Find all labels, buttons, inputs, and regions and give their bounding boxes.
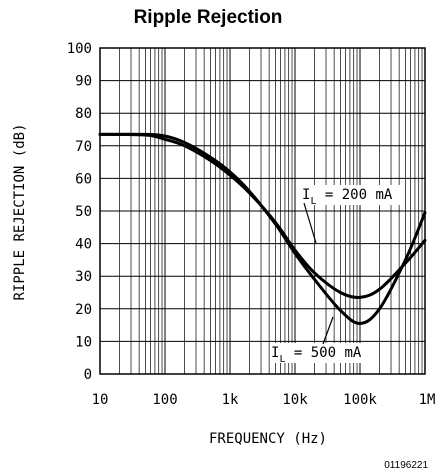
figure-id: 01196221 bbox=[384, 460, 428, 471]
x-tick-label: 10 bbox=[92, 392, 109, 408]
series-label-500ma-leader bbox=[322, 316, 334, 345]
series-label-500ma-bg bbox=[270, 343, 370, 363]
series-label-200ma-leader bbox=[303, 202, 317, 244]
y-tick-label: 30 bbox=[75, 269, 92, 285]
y-tick-label: 40 bbox=[75, 237, 92, 253]
series-label-500ma-text: IL = 500 mA bbox=[271, 345, 362, 365]
series-label-200ma-bg bbox=[301, 185, 401, 205]
series-label-200ma: IL = 200 mA bbox=[301, 185, 401, 244]
grid bbox=[99, 47, 425, 375]
plot-frame bbox=[99, 47, 426, 375]
x-tick-label: 100k bbox=[343, 392, 377, 408]
series-label-200ma-text: IL = 200 mA bbox=[302, 187, 393, 207]
x-tick-labels: 10 100 1k 10k 100k 1M bbox=[92, 392, 435, 408]
y-tick-label: 0 bbox=[84, 367, 92, 383]
series-label-500ma: IL = 500 mA bbox=[270, 316, 370, 365]
x-tick-label: 1M bbox=[419, 392, 435, 408]
y-tick-label: 50 bbox=[75, 204, 92, 220]
x-tick-label: 1k bbox=[222, 392, 239, 408]
series-line-500ma bbox=[98, 132, 427, 325]
y-tick-label: 60 bbox=[75, 171, 92, 187]
y-tick-label: 90 bbox=[75, 74, 92, 90]
curves bbox=[98, 132, 427, 325]
series-line-200ma bbox=[98, 132, 427, 300]
x-tick-label: 100 bbox=[152, 392, 177, 408]
x-axis-label: FREQUENCY (Hz) bbox=[209, 431, 327, 447]
y-tick-label: 20 bbox=[75, 302, 92, 318]
x-tick-label: 10k bbox=[282, 392, 308, 408]
y-axis-label: RIPPLE REJECTION (dB) bbox=[12, 123, 28, 300]
y-tick-label: 100 bbox=[67, 41, 92, 57]
y-tick-label: 10 bbox=[75, 334, 92, 350]
y-tick-label: 70 bbox=[75, 139, 92, 155]
y-tick-label: 80 bbox=[75, 106, 92, 122]
chart-title: Ripple Rejection bbox=[134, 7, 283, 28]
y-tick-labels: 0 10 20 30 40 50 60 70 80 90 100 bbox=[67, 41, 92, 383]
